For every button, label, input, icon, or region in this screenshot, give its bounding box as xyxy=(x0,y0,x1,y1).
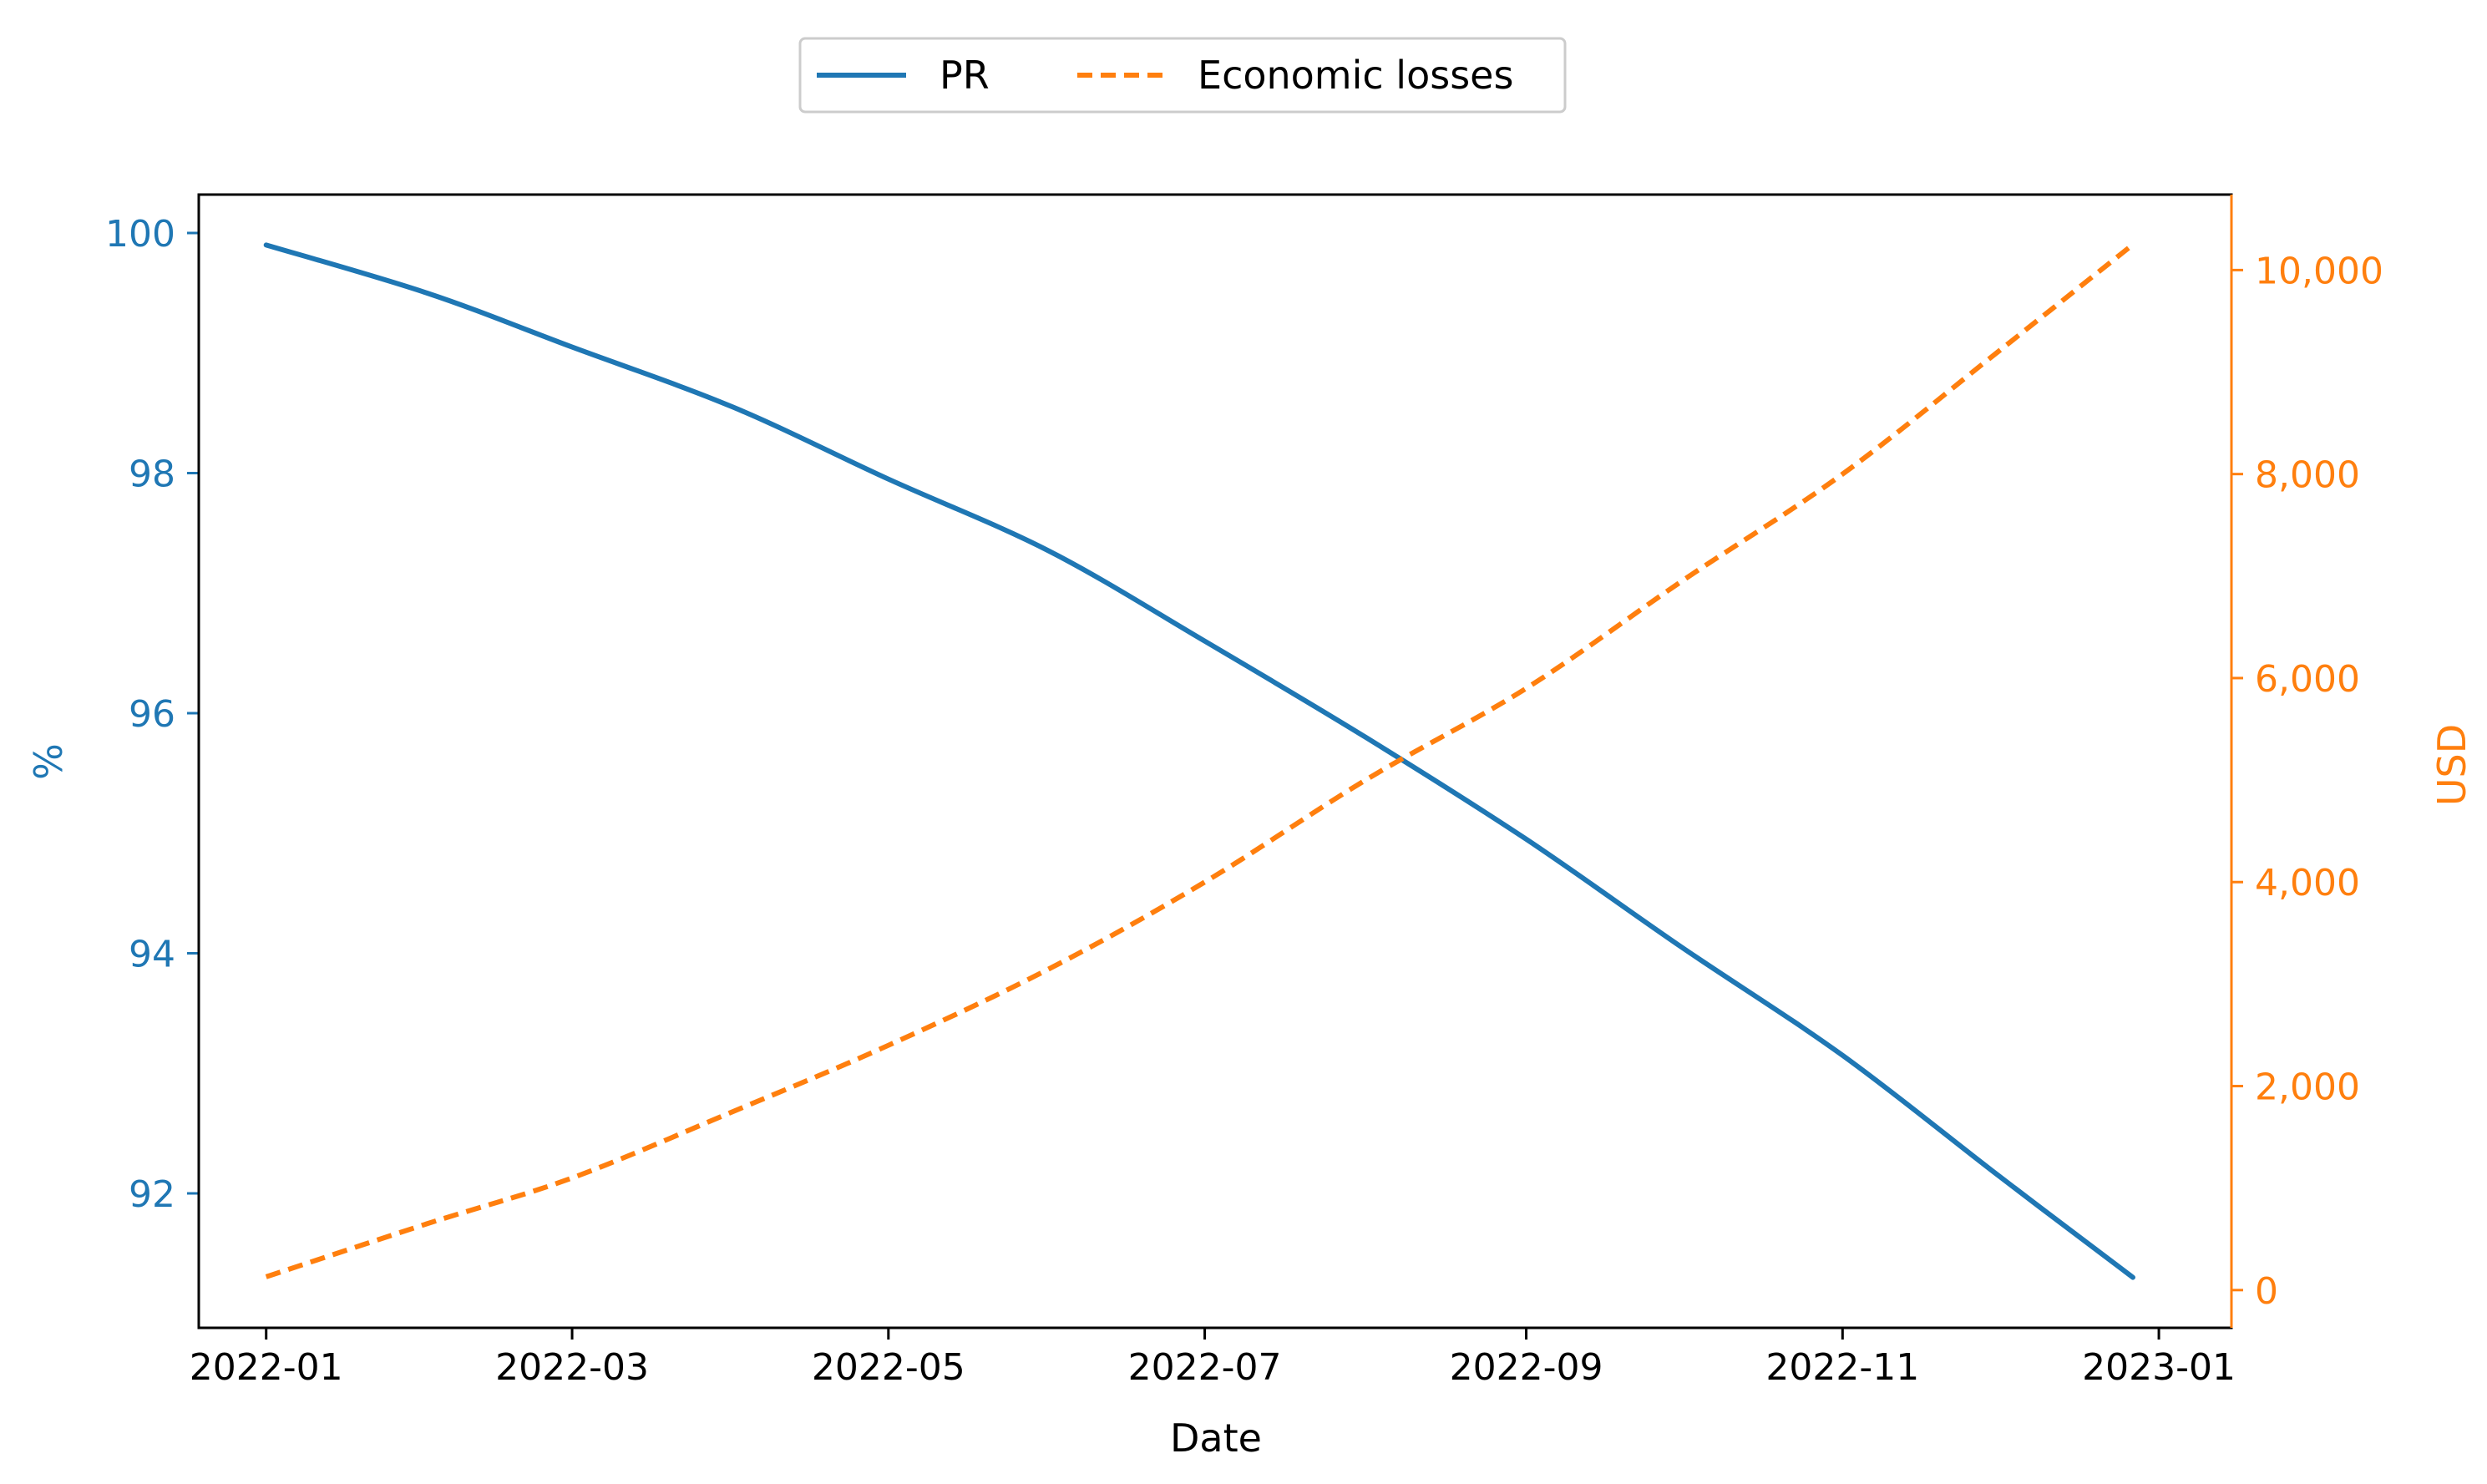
x-tick-label: 2022-09 xyxy=(1450,1346,1603,1389)
y-left-axis-ticks: 92 94 96 98 100 xyxy=(105,213,199,1216)
x-tick-label: 2023-01 xyxy=(2082,1346,2236,1389)
y-left-tick-label: 98 xyxy=(129,453,175,496)
y-left-tick-label: 94 xyxy=(129,934,175,976)
x-tick-label: 2022-03 xyxy=(495,1346,649,1389)
y-right-tick-label: 0 xyxy=(2255,1270,2278,1313)
legend-frame xyxy=(798,37,1567,114)
x-axis-ticks: 2022-01 2022-03 2022-05 2022-07 2022-09 2022-… xyxy=(190,1328,2236,1389)
x-tick-label: 2022-01 xyxy=(190,1346,343,1389)
legend-label-economic-losses: Economic losses xyxy=(1198,53,1513,98)
y-left-tick-label: 100 xyxy=(105,213,175,256)
y-left-tick-label: 96 xyxy=(129,693,175,736)
series-line-pr xyxy=(263,242,2135,1280)
y-right-tick-label: 4,000 xyxy=(2255,862,2360,904)
y-right-axis-ticks: 0 2,000 4,000 6,000 8,000 10,000 xyxy=(2231,250,2383,1313)
y-right-tick-label: 8,000 xyxy=(2255,454,2360,497)
x-tick-label: 2022-07 xyxy=(1128,1346,1282,1389)
y-right-tick-label: 10,000 xyxy=(2255,250,2383,292)
x-axis-title: Date xyxy=(1170,1416,1262,1461)
y-right-tick-label: 6,000 xyxy=(2255,658,2360,701)
y-right-tick-label: 2,000 xyxy=(2255,1066,2360,1109)
x-tick-label: 2022-05 xyxy=(812,1346,965,1389)
legend-label-pr: PR xyxy=(940,53,990,98)
legend: PR Economic losses xyxy=(798,37,1567,114)
series-line-economic-losses xyxy=(265,242,2135,1279)
x-tick-label: 2022-11 xyxy=(1765,1346,1919,1389)
series-layer xyxy=(263,242,2135,1280)
y-left-tick-label: 92 xyxy=(129,1173,175,1216)
y-left-axis-title: % xyxy=(26,743,71,780)
y-right-axis-title: USD xyxy=(2429,724,2474,806)
